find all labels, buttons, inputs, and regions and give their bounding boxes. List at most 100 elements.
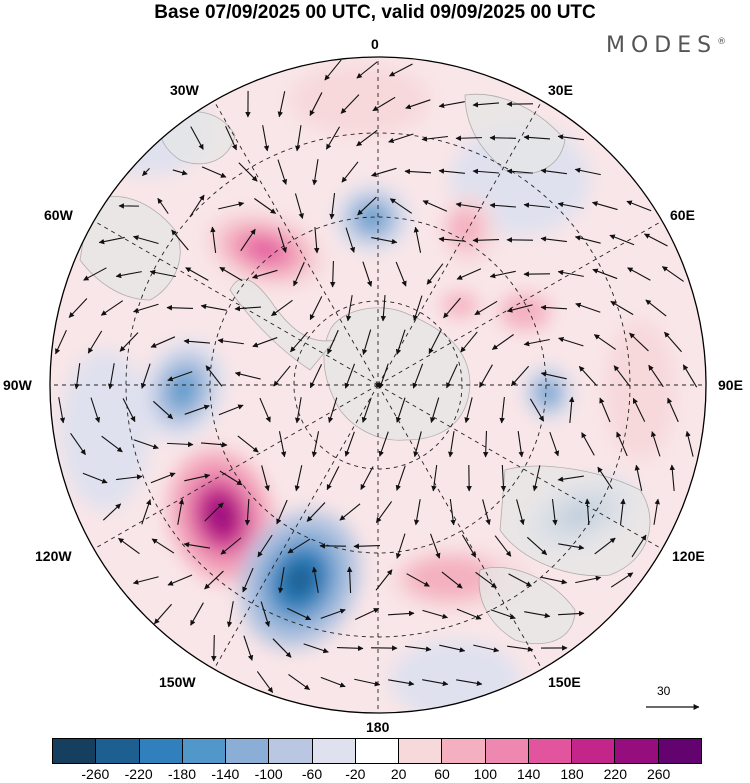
colorbar-tick: 20 (390, 766, 407, 782)
wind-vector (354, 678, 381, 687)
wind-vector (634, 464, 643, 491)
wind-vector (242, 567, 254, 593)
wind-vector (540, 236, 567, 243)
wind-vector (329, 193, 336, 220)
wind-vector (149, 269, 176, 278)
wind-vector (443, 297, 461, 319)
wind-vector (599, 397, 611, 423)
wind-vector (204, 570, 224, 590)
wind-vector (189, 194, 205, 218)
wind-vector (422, 609, 449, 619)
field-shading (290, 65, 430, 135)
lon-label-90e: 90E (718, 377, 743, 393)
wind-vector (516, 499, 525, 526)
wind-vector (395, 261, 407, 287)
anomaly-blob (172, 377, 194, 403)
wind-vector (360, 466, 374, 490)
wind-vector (226, 601, 234, 628)
wind-vector (597, 466, 613, 490)
wind-vector (336, 645, 364, 652)
wind-vector (243, 635, 254, 661)
colorbar-tick: -180 (167, 766, 197, 782)
wind-vector (482, 430, 489, 458)
wind-vector (70, 433, 86, 456)
wind-vector (237, 435, 259, 453)
colorbar-swatch (53, 739, 96, 763)
lon-label-150e: 150E (548, 674, 581, 690)
wind-vector (574, 235, 601, 244)
colorbar-swatch (657, 739, 701, 763)
colorbar-swatch (268, 739, 312, 763)
field-shading (390, 640, 520, 713)
wind-vector (320, 608, 346, 619)
colorbar-swatch (138, 739, 182, 763)
lon-label-120e: 120E (672, 548, 705, 564)
wind-vector (277, 159, 288, 185)
wind-vector (262, 125, 270, 152)
wind-vector (389, 63, 413, 77)
wind-vector (210, 226, 217, 253)
wind-vector (133, 303, 159, 313)
wind-vector (388, 679, 415, 687)
wind-vector (152, 400, 174, 420)
wind-vector (256, 671, 274, 693)
wind-vector (344, 431, 355, 457)
wind-vector (472, 168, 500, 175)
colorbar-tick: -220 (124, 766, 153, 782)
meridian-line (93, 384, 379, 550)
wind-vector (273, 365, 291, 387)
wind-vector (341, 161, 359, 183)
wind-vector (98, 236, 125, 245)
wind-vector (150, 336, 176, 348)
wind-vector (166, 441, 194, 448)
wind-vector (395, 397, 406, 423)
wind-vector (311, 431, 320, 458)
wind-vector (119, 332, 139, 352)
wind-vector (389, 198, 413, 214)
wind-vector (58, 397, 66, 424)
colorbar-swatch (398, 739, 442, 763)
wind-vector (259, 397, 271, 423)
wind-vector (430, 533, 441, 559)
wind-vector (218, 404, 244, 416)
wind-vector (507, 645, 534, 652)
wind-vector (431, 465, 438, 492)
wind-vector (629, 332, 649, 352)
wind-vector (648, 364, 664, 388)
wind-vector (541, 576, 568, 585)
wind-vector (438, 236, 465, 243)
wind-vector (558, 543, 585, 551)
wind-vector (157, 197, 169, 214)
wind-vector (557, 269, 584, 277)
wind-vector (257, 534, 273, 558)
wind-vector (653, 498, 660, 525)
field-shading (447, 208, 483, 248)
wind-vector (372, 96, 396, 112)
wind-vector (387, 610, 415, 617)
wind-vector (271, 299, 293, 317)
wind-vector (474, 300, 498, 316)
wind-vector (643, 233, 668, 247)
wind-vector (172, 169, 188, 176)
wind-vector (234, 371, 261, 380)
wind-vector (455, 202, 482, 209)
wind-vector (200, 303, 227, 311)
wind-vector (150, 472, 176, 484)
landmass (229, 278, 337, 371)
wind-vector (55, 329, 67, 355)
lon-label-30w: 30W (170, 82, 199, 98)
wind-vector (557, 134, 584, 141)
wind-vector (254, 198, 277, 214)
wind-vector (506, 168, 533, 175)
wind-vector (378, 431, 389, 457)
wind-vector (388, 133, 414, 144)
wind-vector (320, 676, 346, 688)
wind-vector (413, 499, 421, 526)
wind-vector (489, 270, 516, 279)
wind-vector (311, 566, 319, 593)
wind-vector (115, 271, 142, 279)
lon-label-120w: 120W (35, 548, 72, 564)
anomaly-blob (541, 386, 555, 400)
wind-vector (68, 298, 88, 318)
wind-vector (430, 397, 440, 423)
